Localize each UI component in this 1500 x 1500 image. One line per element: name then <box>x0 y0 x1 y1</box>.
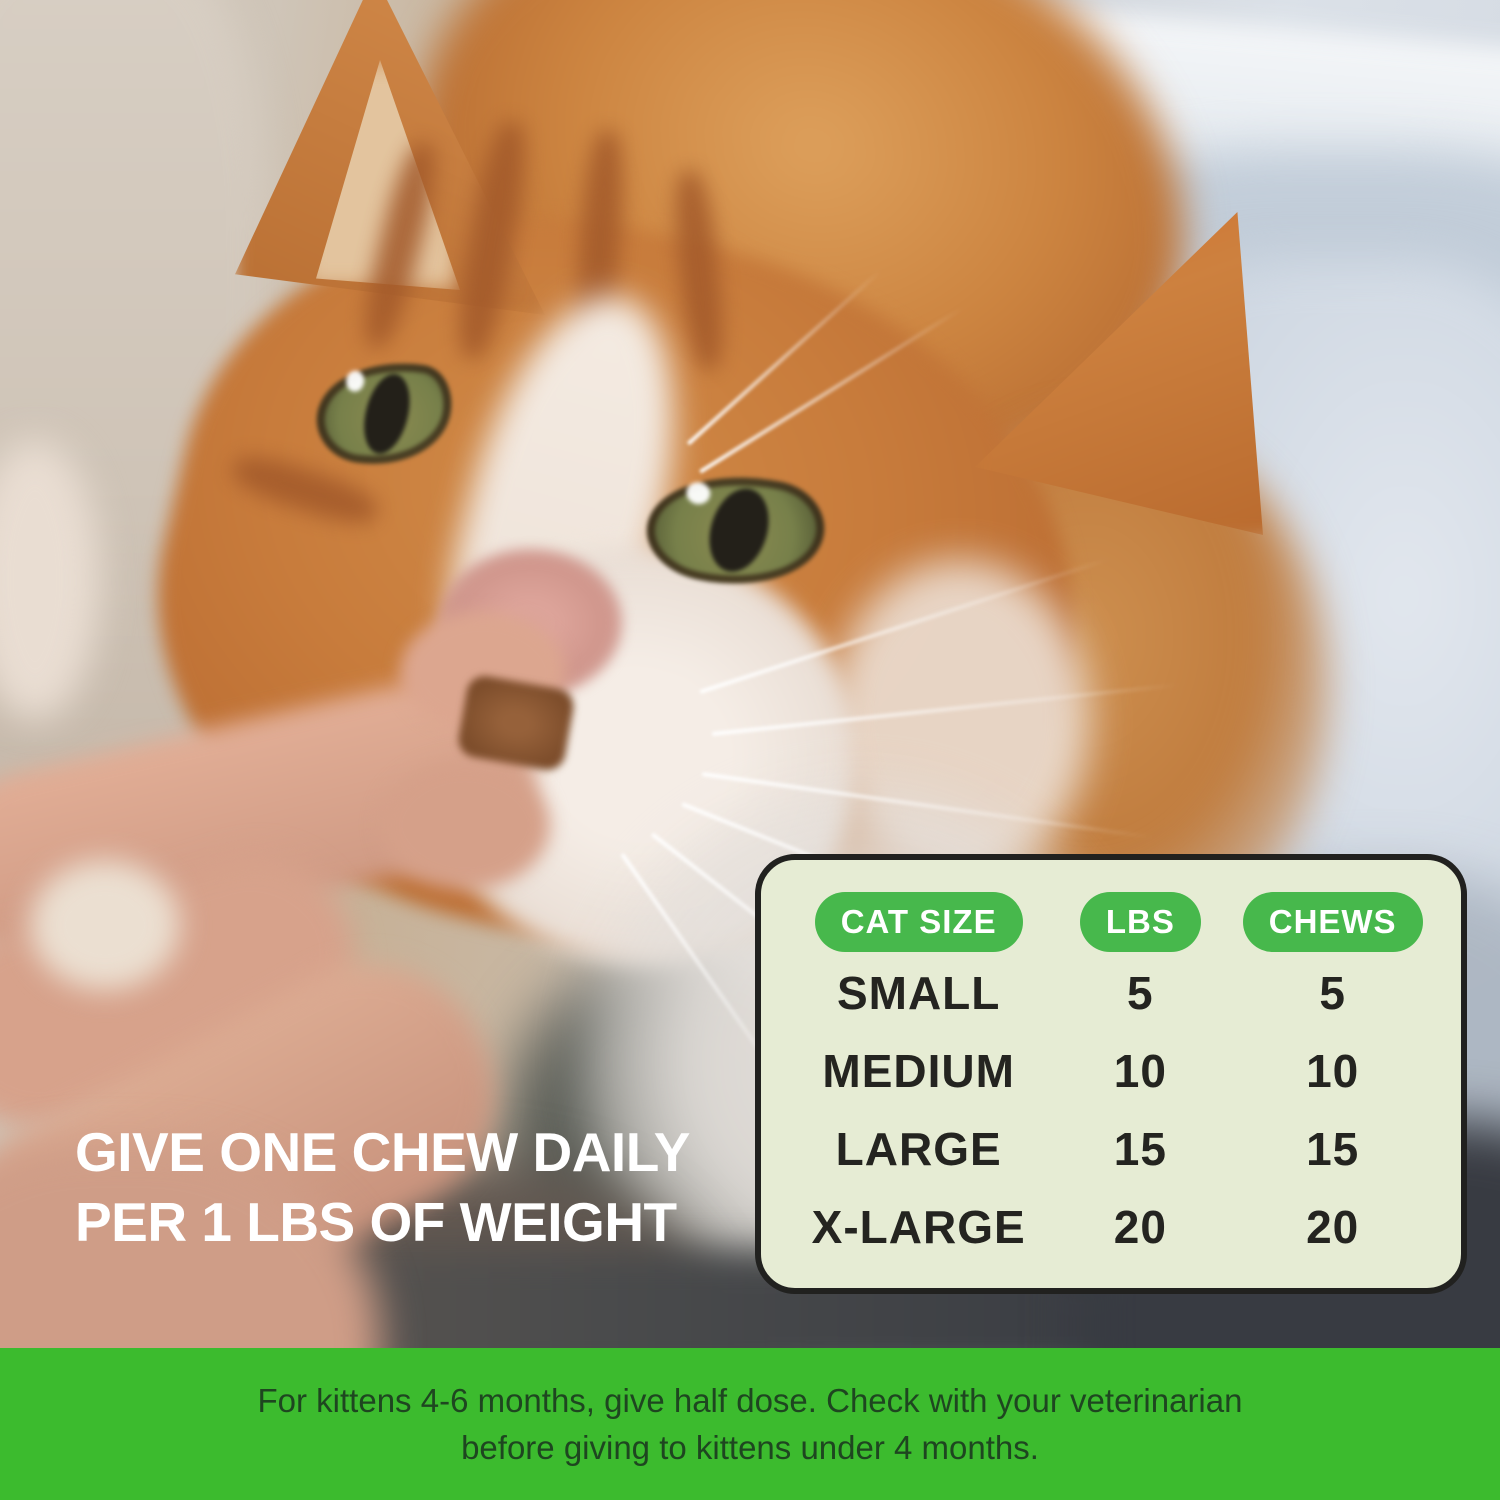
dosage-table: CAT SIZE LBS CHEWS SMALL 5 5 MEDIUM 10 1… <box>755 854 1467 1294</box>
disclaimer-line1: For kittens 4-6 months, give half dose. … <box>257 1381 1243 1419</box>
column-header-chews: CHEWS <box>1242 892 1423 952</box>
row-medium-chews: 10 <box>1306 1045 1360 1097</box>
disclaimer-line2: before giving to kittens under 4 months. <box>461 1429 1039 1466</box>
column-header-lbs: LBS <box>1079 892 1201 952</box>
row-xlarge-size: X-LARGE <box>811 1201 1026 1253</box>
row-xlarge-lbs: 20 <box>1113 1201 1167 1253</box>
row-medium-size: MEDIUM <box>822 1045 1015 1097</box>
pupil <box>699 481 779 580</box>
row-small-lbs: 5 <box>1127 967 1154 1019</box>
headline-line1: GIVE ONE CHEW DAILY <box>75 1121 690 1183</box>
row-large-lbs: 15 <box>1113 1123 1167 1175</box>
light-patch <box>0 440 100 720</box>
row-small-size: SMALL <box>836 967 1001 1019</box>
row-xlarge-chews: 20 <box>1306 1201 1360 1253</box>
row-large-chews: 15 <box>1306 1123 1360 1175</box>
pupil <box>356 369 417 458</box>
dosing-headline: GIVE ONE CHEW DAILY PER 1 LBS OF WEIGHT <box>75 1118 690 1258</box>
row-small-chews: 5 <box>1319 967 1346 1019</box>
light-patch <box>30 860 180 990</box>
headline-line2: PER 1 LBS OF WEIGHT <box>75 1190 677 1253</box>
row-medium-lbs: 10 <box>1113 1045 1167 1097</box>
row-large-size: LARGE <box>835 1123 1002 1175</box>
kitten-disclaimer-bar: For kittens 4-6 months, give half dose. … <box>0 1348 1500 1500</box>
column-header-cat-size: CAT SIZE <box>814 892 1023 952</box>
hand-thumb-tip <box>380 760 550 890</box>
